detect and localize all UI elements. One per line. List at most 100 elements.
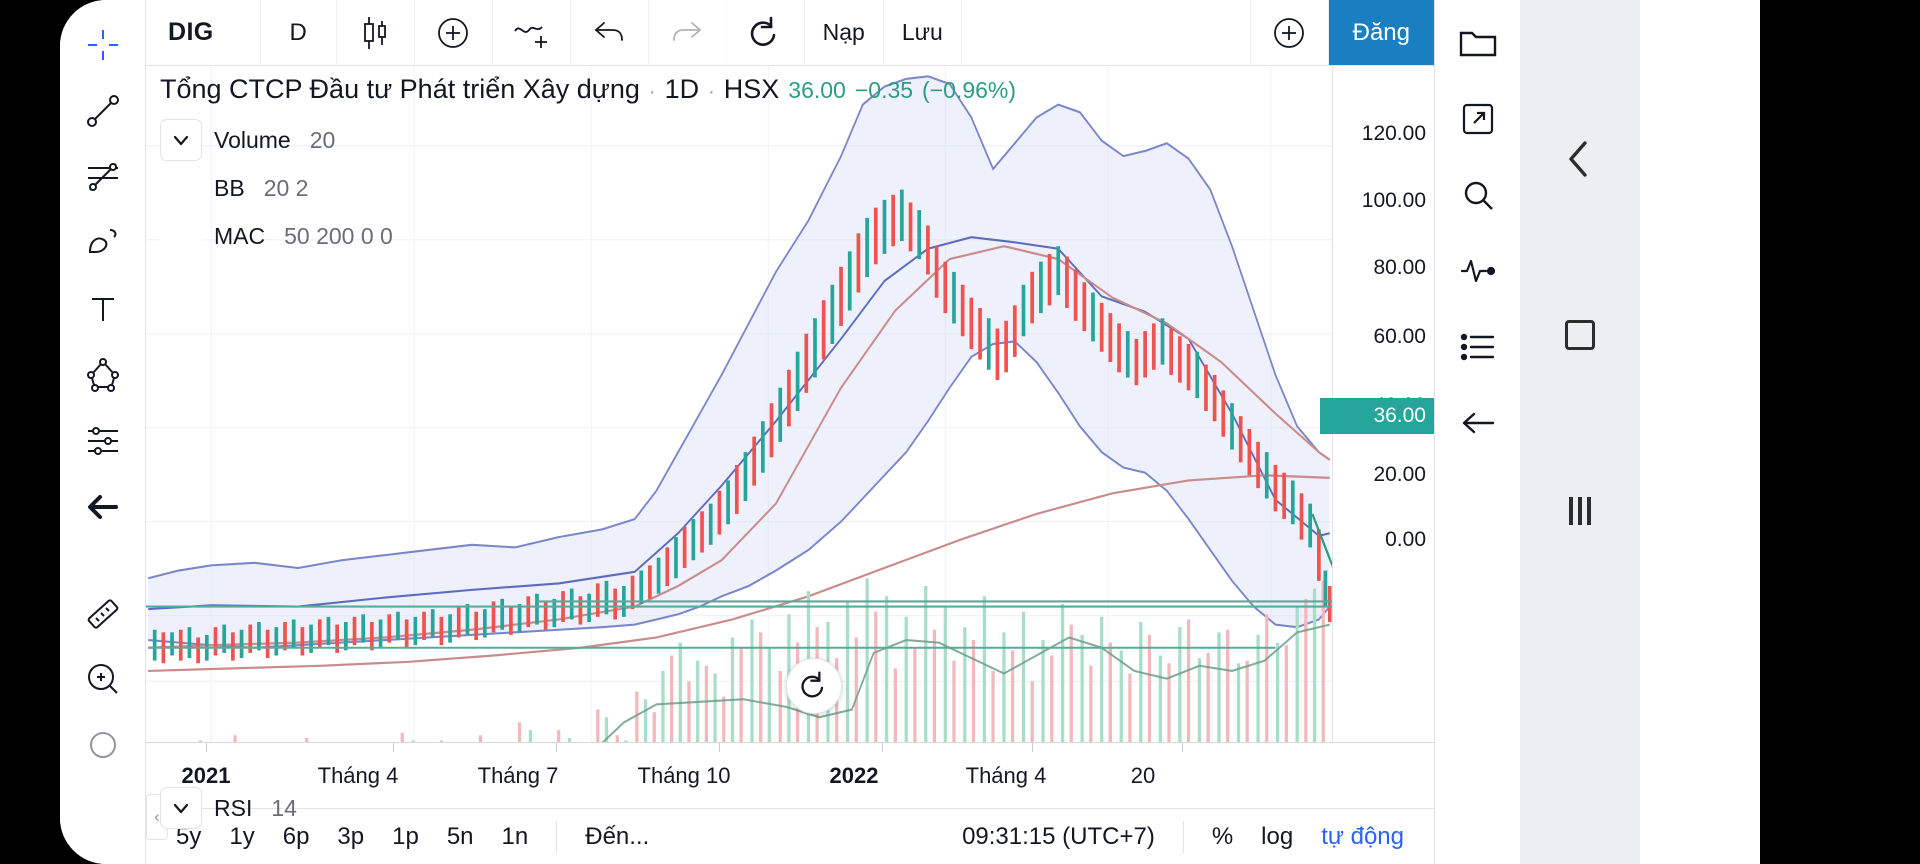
range-5n[interactable]: 5n [446, 822, 474, 850]
badge-tail [1320, 398, 1332, 434]
fib-retracement-icon[interactable] [72, 146, 134, 208]
legend-spacer-1 [160, 167, 202, 209]
price-tick: 20.00 [1373, 463, 1426, 486]
price-tick: 80.00 [1373, 256, 1426, 279]
legend-args: 50 200 0 0 [284, 222, 393, 249]
toolbar-spacer [962, 0, 1251, 65]
recents-bars-icon[interactable] [1551, 482, 1609, 540]
percent-scale-toggle[interactable]: % [1211, 822, 1234, 850]
magnet-icon[interactable] [72, 714, 134, 776]
bottom-toolbar: 5y 1y 6p 3p 1p 5n 1n Đến... 09:31:15 (UT… [146, 808, 1434, 864]
header-interval: 1D [664, 74, 700, 104]
bb-lower-line [148, 340, 1331, 649]
android-nav-bar [1520, 0, 1640, 864]
time-tick: Tháng 4 [317, 763, 399, 788]
goto-date-button[interactable]: Đến... [585, 822, 650, 850]
time-tick: Tháng 7 [477, 763, 559, 788]
legend-args: 20 [309, 126, 336, 153]
legend-spacer-2 [160, 215, 202, 257]
publish-button[interactable]: Đăng [1328, 0, 1434, 65]
time-tick: 20 [1130, 763, 1156, 788]
legend-args: 14 [271, 794, 297, 821]
auto-scale-toggle[interactable]: tự động [1321, 822, 1404, 850]
time-tick: 2021 [181, 763, 231, 788]
time-tick: 2022 [829, 763, 879, 788]
chevron-down-icon[interactable] [160, 119, 202, 161]
redo-arrow-icon[interactable] [649, 0, 727, 65]
watchlist-icon[interactable] [1445, 314, 1511, 380]
long-position-icon[interactable] [72, 410, 134, 472]
brush-pattern-icon[interactable] [72, 212, 134, 274]
arrow-left-marker-icon[interactable] [72, 476, 134, 538]
pitchfork-icon[interactable] [72, 344, 134, 406]
legend-item-mac[interactable]: MAC 50 200 0 0 [160, 212, 393, 260]
header-sep-1: · [648, 81, 656, 103]
open-external-icon[interactable] [1445, 86, 1511, 152]
crosshair-cursor-icon[interactable] [72, 14, 134, 76]
divider [1182, 820, 1184, 853]
legend-name: RSI [214, 794, 253, 821]
time-tick: Tháng 4 [965, 763, 1047, 788]
clock-label: 09:31:15 (UTC+7) [962, 822, 1155, 850]
text-tool-icon[interactable] [72, 278, 134, 340]
divider [556, 820, 558, 853]
legend-item-rsi[interactable]: RSI 14 [160, 784, 297, 832]
current-price-badge: 36.00 [1320, 398, 1434, 434]
chevron-down-icon[interactable] [160, 787, 202, 829]
ma200-line [148, 474, 1330, 673]
bb-band-fill [148, 76, 1330, 648]
price-tick: 60.00 [1373, 325, 1426, 348]
search-icon[interactable] [1445, 162, 1511, 228]
top-toolbar: DIG D [146, 0, 1434, 66]
drawing-toolbar [60, 0, 146, 864]
home-square-icon[interactable] [1551, 306, 1609, 364]
range-1y[interactable]: 1y [229, 822, 255, 850]
zoom-in-icon[interactable] [72, 648, 134, 710]
header-exchange: HSX [723, 74, 780, 104]
header-change: −0.35 [854, 77, 914, 103]
save-button[interactable]: Lưu [884, 0, 962, 65]
trend-line-icon[interactable] [72, 80, 134, 142]
candlestick-series [152, 189, 1332, 664]
legend-args: 20 2 [263, 174, 309, 201]
range-1n[interactable]: 1n [501, 822, 529, 850]
right-icon-rail [1434, 0, 1520, 864]
indicators-plus-circle-icon[interactable] [415, 0, 493, 65]
load-button[interactable]: Nạp [805, 0, 884, 65]
replay-rotate-icon[interactable] [727, 0, 805, 65]
price-tick: 0.00 [1385, 528, 1426, 551]
range-3p[interactable]: 3p [337, 822, 365, 850]
back-chevron-icon[interactable] [1551, 130, 1609, 188]
legend-item-bb[interactable]: BB 20 2 [160, 164, 393, 212]
indicators-pulse-icon[interactable] [1445, 238, 1511, 304]
folder-icon[interactable] [1445, 10, 1511, 76]
header-change-percent: (−0.96%) [922, 77, 1017, 103]
symbol-header: Tổng CTCP Đầu tư Phát triển Xây dựng · 1… [160, 74, 1016, 105]
back-arrow-icon[interactable] [1445, 390, 1511, 456]
range-1p[interactable]: 1p [392, 822, 419, 850]
range-6p[interactable]: 6p [282, 822, 310, 850]
interval-button[interactable]: D [261, 0, 337, 65]
time-tick: Tháng 10 [637, 763, 731, 788]
symbol-button[interactable]: DIG [146, 0, 261, 65]
price-tick: 120.00 [1361, 122, 1426, 145]
log-scale-toggle[interactable]: log [1261, 822, 1294, 850]
symbol-description: Tổng CTCP Đầu tư Phát triển Xây dựng [160, 74, 640, 104]
legend-name: MAC [214, 222, 266, 249]
undo-arrow-icon[interactable] [571, 0, 649, 65]
candlestick-chart-type-icon[interactable] [337, 0, 415, 65]
header-last-price: 36.00 [788, 77, 846, 103]
legend-name: Volume [214, 126, 291, 153]
compare-line-plus-icon[interactable] [493, 0, 571, 65]
bb-upper-line [147, 75, 1331, 580]
current-price-value: 36.00 [1373, 404, 1426, 427]
replay-rotate-icon[interactable] [786, 658, 842, 714]
add-plus-circle-icon[interactable] [1251, 0, 1329, 65]
legend-name: BB [214, 174, 245, 201]
legend-item-volume[interactable]: Volume 20 [160, 116, 393, 164]
indicator-legend: Volume 20 BB 20 2 MAC 50 200 0 0 [160, 116, 393, 260]
price-scale[interactable]: 120.00 100.00 80.00 60.00 40.00 20.00 0.… [1320, 66, 1434, 742]
time-scale[interactable]: 2021 Tháng 4 Tháng 7 Tháng 10 2022 Tháng… [146, 742, 1434, 808]
measure-ruler-icon[interactable] [72, 582, 134, 644]
